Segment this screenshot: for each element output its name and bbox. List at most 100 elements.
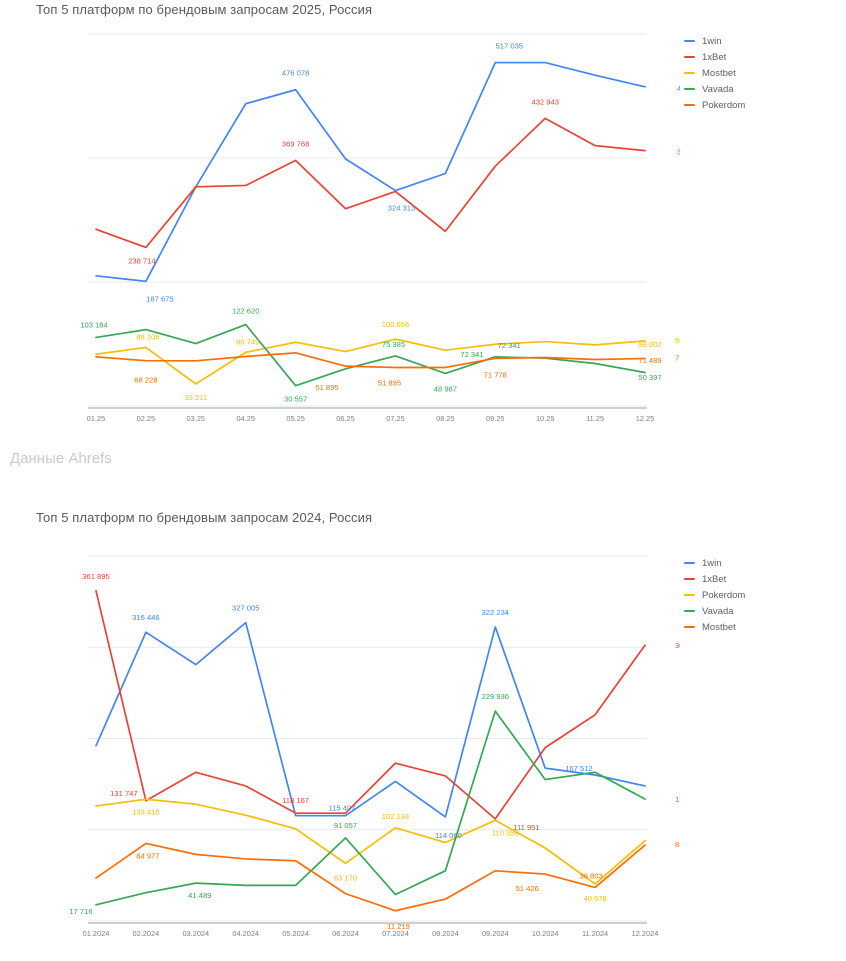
data-point-label: 322 234 (482, 608, 509, 617)
data-point-label: 187 675 (146, 294, 173, 303)
line-chart-2024: 316 446 327 005 115 407 322 234 114 060 167 5… (69, 555, 680, 938)
legend-item-1xbet[interactable]: 1xBet (684, 571, 745, 587)
legend-swatch-icon (684, 609, 695, 613)
x-axis-tick-label: 04.2024 (232, 929, 259, 938)
x-axis-tick-label: 01.25 (87, 414, 106, 423)
x-axis-tick-label: 05.25 (286, 414, 305, 423)
data-point-label: 72 341 (460, 350, 483, 359)
data-point-label: 71 489 (675, 354, 680, 363)
series-line-1xbet (95, 589, 646, 820)
x-axis-tick-label: 09.2024 (482, 929, 509, 938)
data-point-label: 517 035 (496, 42, 523, 51)
data-point-label: 30 557 (284, 395, 307, 404)
data-point-label: 302 237 (675, 641, 680, 650)
series-line-1xbet (95, 117, 646, 249)
x-axis-tick-label: 11.2024 (582, 929, 608, 938)
data-point-label: 100 656 (382, 320, 409, 329)
data-point-label: 75 385 (382, 340, 405, 349)
data-point-label: 41 489 (188, 891, 211, 900)
data-point-label: 476 078 (282, 69, 309, 78)
data-point-label: 71 778 (484, 370, 507, 379)
legend-item-vavada[interactable]: Vavada (684, 603, 745, 619)
legend-swatch-icon (684, 55, 695, 59)
legend-item-label: 1win (702, 35, 722, 47)
x-axis-tick-label: 08.2024 (432, 929, 459, 938)
legend-swatch-icon (684, 87, 695, 91)
x-axis-tick-label: 03.2024 (182, 929, 209, 938)
legend-item-label: Vavada (702, 605, 734, 617)
data-point-label: 432 943 (531, 97, 558, 106)
data-point-label: 110 356 (492, 828, 519, 837)
data-point-label: 103 184 (80, 321, 107, 330)
x-axis-tick-label: 11.25 (586, 414, 604, 423)
data-point-label: 122 620 (232, 307, 259, 316)
legend-item-pokerdom[interactable]: Pokerdom (684, 587, 745, 603)
x-axis-tick-label: 01.2024 (83, 929, 110, 938)
data-point-label: 133 415 (132, 807, 159, 816)
chart-title-2024: Топ 5 платформ по брендовым запросам 202… (36, 510, 373, 525)
x-axis-tick-label: 10.25 (536, 414, 555, 423)
data-point-label: 115 407 (329, 804, 356, 813)
legend-item-1xbet[interactable]: 1xBet (684, 49, 745, 65)
legend-item-1win[interactable]: 1win (684, 555, 745, 571)
series-line-1win (95, 621, 646, 818)
x-axis-tick-label: 02.2024 (133, 929, 160, 938)
data-point-label: 91 057 (334, 821, 357, 830)
legend-swatch-icon (684, 593, 695, 597)
x-axis-tick-label: 02.25 (137, 414, 156, 423)
data-point-label: 51 426 (516, 884, 539, 893)
data-point-label: 361 895 (82, 572, 109, 581)
legend-item-pokerdom[interactable]: Pokerdom (684, 97, 745, 113)
data-point-label: 11 219 (387, 922, 410, 931)
legend-item-mostbet[interactable]: Mostbet (684, 619, 745, 635)
legend-item-vavada[interactable]: Vavada (684, 81, 745, 97)
legend-swatch-icon (684, 39, 695, 43)
data-point-label: 51 895 (315, 383, 338, 392)
x-axis-tick-label: 06.2024 (332, 929, 359, 938)
legend-item-label: Pokerdom (702, 589, 746, 601)
x-axis-tick-label: 07.2024 (382, 929, 409, 938)
x-axis-tick-label: 04.25 (236, 414, 255, 423)
x-axis-tick-label: 12.2024 (632, 929, 659, 938)
legend-item-1win[interactable]: 1win (684, 33, 745, 49)
legend-swatch-icon (684, 103, 695, 107)
data-point-label: 238 714 (128, 256, 155, 265)
legend-swatch-icon (684, 561, 695, 565)
x-axis-tick-label: 05.2024 (282, 929, 309, 938)
data-point-label: 133 614 (675, 795, 680, 804)
data-point-label: 167 512 (565, 764, 592, 773)
x-axis-tick-label: 03.25 (187, 414, 206, 423)
series-line-vavada (95, 710, 646, 906)
data-point-label: 98 002 (638, 340, 661, 349)
chart-block-2024: Топ 5 платформ по брендовым запросам 202… (0, 510, 846, 961)
series-line-pokerdom (95, 352, 646, 369)
data-point-label: 40 678 (583, 894, 606, 903)
data-point-label: 80 749 (236, 337, 259, 346)
data-point-label: 316 446 (132, 613, 159, 622)
legend-item-label: 1xBet (702, 573, 727, 585)
series-line-vavada (95, 323, 646, 387)
chart-title-2025: Топ 5 платформ по брендовым запросам 202… (36, 2, 373, 17)
data-point-label: 17 716 (69, 907, 92, 916)
series-line-mostbet (95, 338, 646, 385)
x-axis-tick-label: 08.25 (436, 414, 455, 423)
series-line-1win (95, 61, 646, 283)
x-axis-tick-label: 07.25 (386, 414, 405, 423)
data-point-label: 72 341 (498, 341, 521, 350)
data-point-label: 229 936 (482, 692, 509, 701)
x-axis-tick-label: 10.2024 (532, 929, 559, 938)
legend-swatch-icon (684, 625, 695, 629)
data-point-label: 50 397 (638, 373, 661, 382)
x-axis-tick-label: 12.25 (636, 414, 655, 423)
x-axis-tick-label: 09.25 (486, 414, 505, 423)
data-point-label: 98 002 (675, 336, 680, 345)
data-point-label: 33 211 (184, 393, 207, 402)
data-point-label: 71 489 (638, 356, 661, 365)
data-point-label: 131 747 (110, 789, 137, 798)
data-point-label: 48 987 (434, 385, 457, 394)
chart-legend-2025: 1win 1xBet Mostbet Vavada Pokerdom (684, 33, 745, 113)
legend-item-mostbet[interactable]: Mostbet (684, 65, 745, 81)
legend-item-label: 1xBet (702, 51, 727, 63)
data-point-label: 369 768 (282, 139, 309, 148)
